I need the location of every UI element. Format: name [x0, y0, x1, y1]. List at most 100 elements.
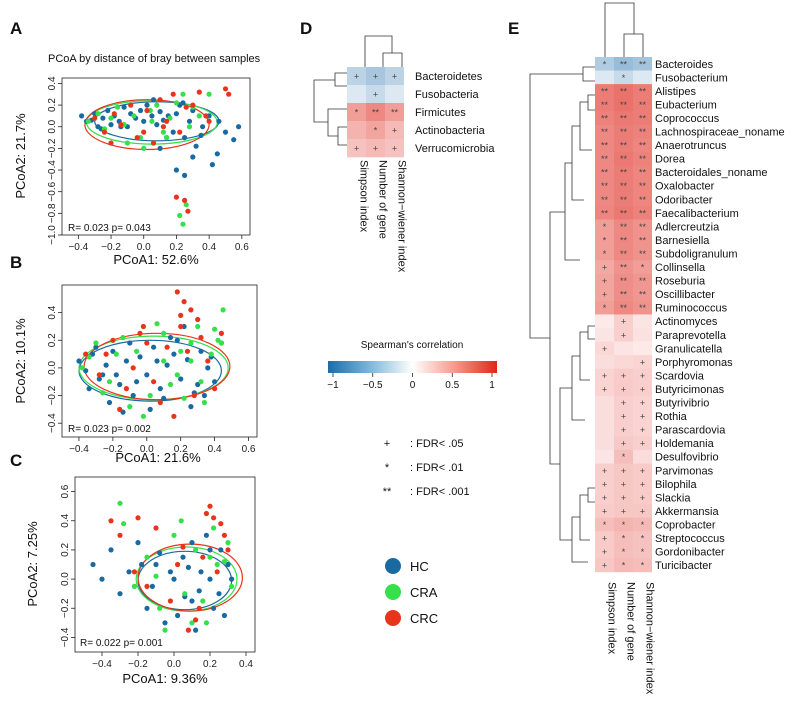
significance-mark: + [602, 344, 607, 354]
heatmap-cell [614, 531, 633, 546]
heatmap-cell [633, 409, 652, 424]
heatmap-cell [595, 355, 614, 369]
point-hc [207, 576, 213, 582]
significance-mark: + [602, 561, 607, 571]
heatmap-cell [595, 328, 614, 342]
point-cra [154, 102, 160, 108]
significance-mark: + [640, 439, 645, 449]
point-hc [135, 540, 141, 546]
point-cra [189, 620, 195, 626]
significance-mark: + [602, 493, 607, 503]
point-cra [100, 390, 106, 396]
y-axis-title-a: PCoA2: 21.7% [13, 113, 28, 199]
point-cra [214, 561, 220, 568]
heatmap-cell [595, 395, 614, 410]
significance-mark: ** [639, 168, 647, 178]
point-hc [171, 351, 177, 357]
sig-symbol: ** [383, 486, 392, 498]
significance-mark: * [603, 303, 607, 313]
point-cra [200, 598, 206, 604]
y-tick-label: −0.6 [47, 181, 58, 201]
significance-mark: ** [639, 290, 647, 300]
point-cra [154, 321, 160, 327]
significance-mark: + [640, 425, 645, 435]
heatmap-cell [595, 233, 614, 247]
x-tick-label: 0.4 [202, 242, 216, 253]
point-cra [157, 605, 163, 611]
point-hc [108, 547, 114, 553]
point-crc [180, 544, 186, 550]
point-hc [157, 109, 163, 115]
y-tick-label: 0.4 [47, 305, 58, 319]
heatmap-cell [614, 558, 633, 573]
point-crc [123, 386, 129, 392]
point-crc [118, 122, 124, 128]
colorbar-tick-label: −0.5 [363, 380, 383, 391]
point-hc [173, 111, 179, 117]
point-cra [164, 135, 170, 141]
heatmap-row-label: Akkermansia [655, 506, 719, 518]
heatmap-cell [347, 67, 366, 86]
panel-letter-d: D [300, 19, 312, 38]
heatmap-row-label: Eubacterium [655, 99, 717, 111]
point-hc [93, 344, 99, 350]
point-hc [144, 605, 150, 611]
point-crc [226, 91, 232, 97]
significance-mark: ** [620, 86, 628, 96]
heatmap-cell [614, 124, 633, 139]
point-crc [164, 344, 170, 350]
point-crc [140, 323, 146, 330]
point-hc [180, 100, 186, 106]
point-hc [200, 124, 206, 130]
significance-mark: ** [639, 195, 647, 205]
y-tick-label: −1.0 [47, 225, 58, 245]
point-hc [186, 118, 193, 124]
heatmap-cell [614, 57, 633, 71]
heatmap-cell [595, 341, 614, 356]
heatmap-cell [633, 233, 652, 247]
point-hc [209, 162, 215, 168]
point-hc [178, 376, 184, 382]
heatmap-cell [595, 219, 614, 234]
point-cra [206, 91, 212, 97]
significance-mark: ** [620, 168, 628, 178]
point-cra [203, 620, 209, 626]
heatmap-cell [633, 368, 652, 383]
point-hc [123, 358, 129, 364]
point-hc [185, 564, 191, 571]
significance-legend: +: FDR< .05 *: FDR< .01 **: FDR< .001 [383, 438, 470, 498]
point-cra [208, 351, 214, 357]
significance-mark: ** [601, 168, 609, 178]
point-hc [225, 561, 231, 568]
point-hc [182, 172, 188, 178]
significance-mark: * [641, 520, 645, 530]
point-hc [193, 627, 199, 633]
significance-mark: ** [639, 249, 647, 259]
ellipse-group-c [135, 543, 244, 612]
significance-mark: ** [620, 127, 628, 137]
heatmap-cell [633, 57, 652, 71]
heatmap-cell [633, 463, 652, 478]
heatmap-row-label: Coprobacter [655, 519, 716, 531]
significance-mark: * [622, 520, 626, 530]
significance-mark: ** [639, 181, 647, 191]
point-cra [85, 118, 91, 124]
point-cra [178, 348, 184, 354]
point-hc [205, 365, 211, 371]
heatmap-cell [614, 449, 633, 464]
heatmap-cell [595, 178, 614, 193]
heatmap-row-label: Subdoligranulum [655, 248, 738, 260]
point-cra [141, 145, 147, 151]
y-tick-label: −0.4 [47, 160, 58, 180]
pcoa-panel-c: −0.4 −0.2 0.0 0.2 0.4 −0.4 −0.2 0.0 0.2 0.4 0.6 R… [25, 476, 256, 686]
plot-frame-b [61, 284, 258, 438]
point-cra [177, 212, 183, 219]
significance-mark: + [602, 371, 607, 381]
point-cra [218, 340, 224, 346]
legend-dot-hc [385, 558, 401, 574]
heatmap-cell [595, 463, 614, 478]
heatmap-cell [385, 121, 404, 140]
point-hc [86, 386, 92, 392]
y-tick-label: 0.0 [60, 572, 71, 586]
